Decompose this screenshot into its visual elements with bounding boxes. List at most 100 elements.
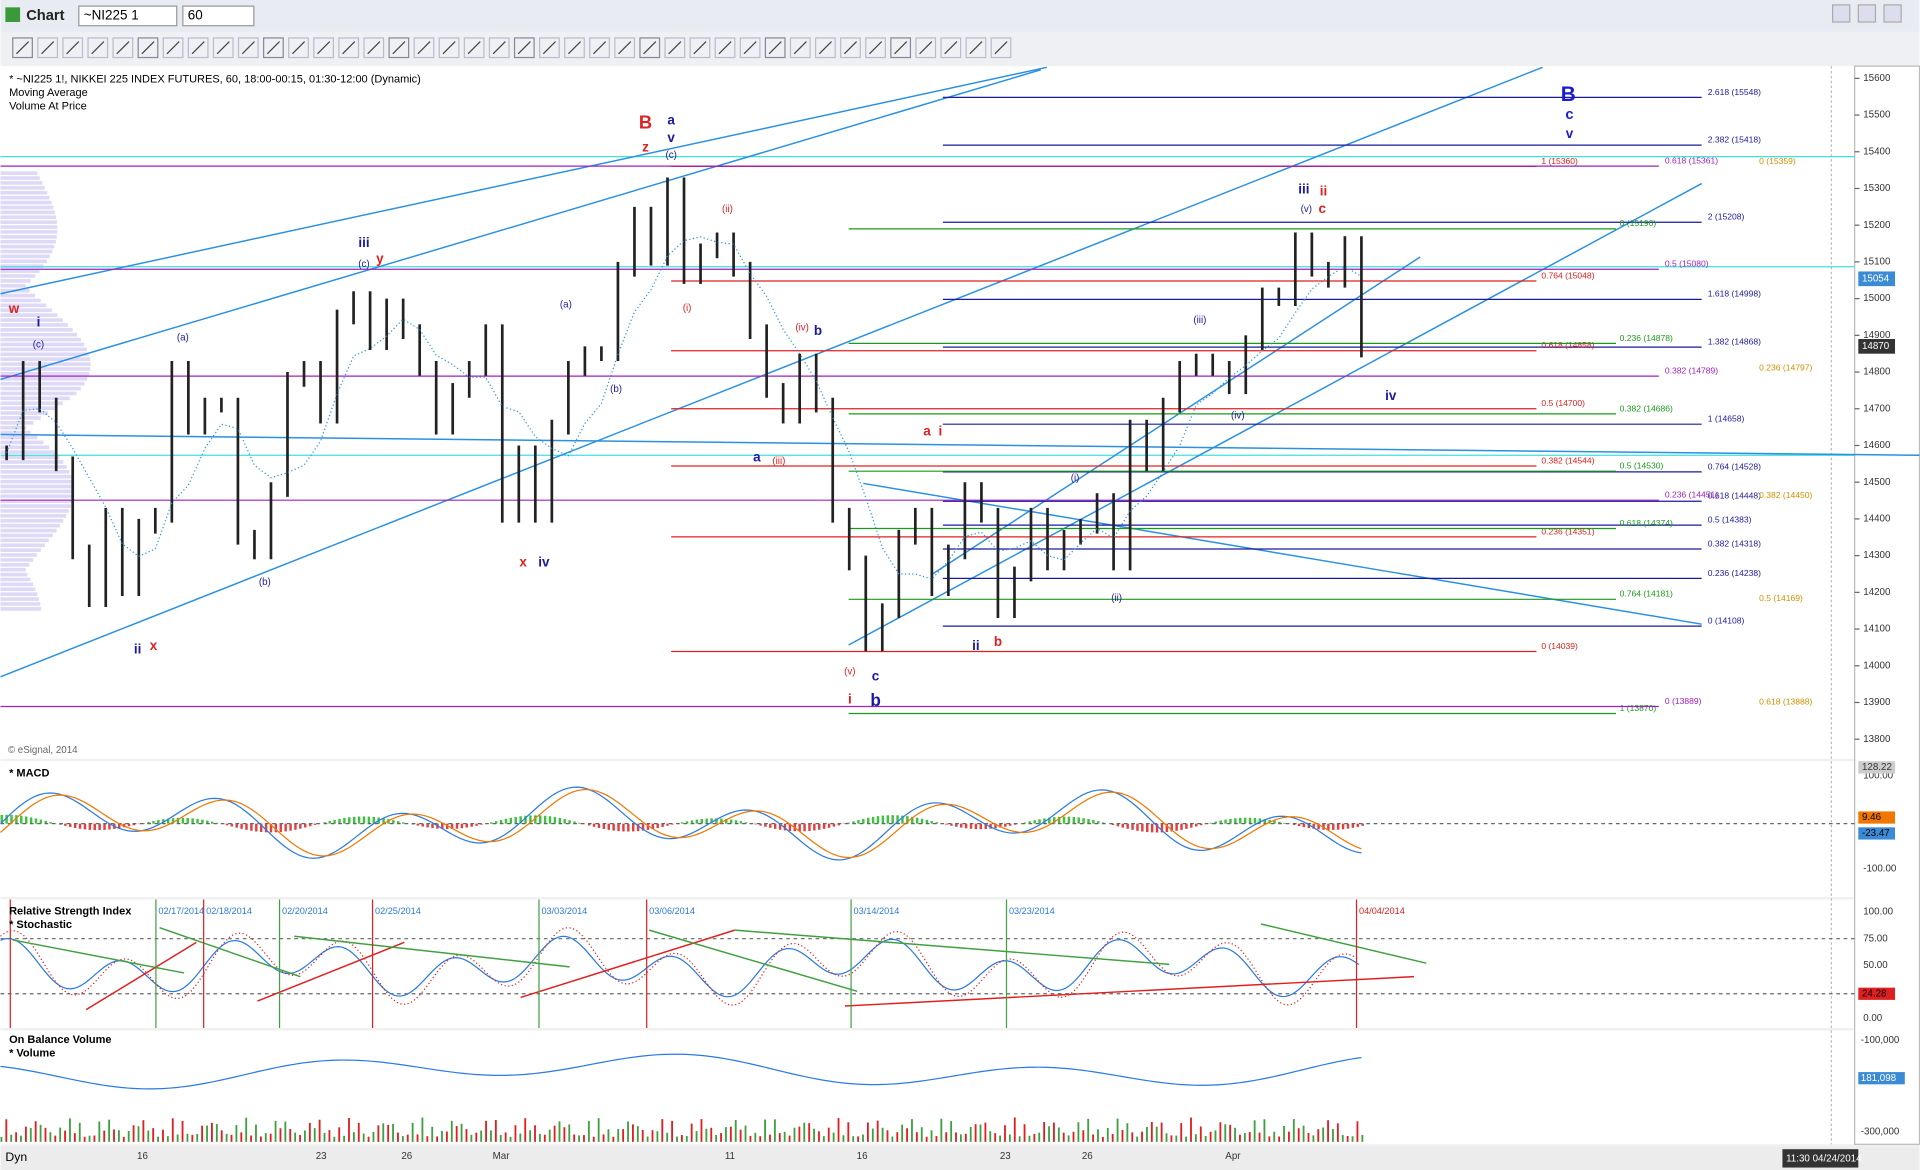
volume-bar bbox=[960, 1134, 962, 1142]
volume-at-price bbox=[0, 342, 85, 347]
macd-histogram bbox=[397, 821, 400, 824]
macd-histogram bbox=[1263, 819, 1266, 824]
tool-button[interactable] bbox=[313, 37, 335, 59]
date-label: 23 bbox=[316, 1151, 327, 1162]
volume-bar bbox=[485, 1120, 487, 1142]
tool-button[interactable] bbox=[639, 37, 661, 59]
symbol-input[interactable] bbox=[78, 5, 178, 27]
volume-bar bbox=[680, 1134, 683, 1142]
volume-bar bbox=[215, 1124, 218, 1142]
macd-histogram bbox=[20, 815, 23, 824]
volume-at-price bbox=[0, 533, 53, 538]
tool-button[interactable] bbox=[413, 37, 435, 59]
tool-button[interactable] bbox=[463, 37, 485, 59]
volume-bar bbox=[397, 1132, 399, 1142]
macd-histogram bbox=[117, 823, 121, 829]
tool-button[interactable] bbox=[840, 37, 861, 59]
tool-button[interactable] bbox=[187, 37, 209, 59]
volume-at-price bbox=[0, 357, 91, 362]
tool-button[interactable] bbox=[965, 37, 987, 59]
interval-input[interactable] bbox=[182, 5, 255, 27]
tool-button[interactable] bbox=[990, 37, 1012, 59]
tool-button[interactable] bbox=[87, 37, 109, 59]
tool-button[interactable] bbox=[614, 37, 636, 59]
tool-button[interactable] bbox=[940, 37, 962, 59]
tool-button[interactable] bbox=[564, 37, 585, 59]
price-tick-label: 15400 bbox=[1863, 146, 1891, 157]
tool-button[interactable] bbox=[162, 37, 184, 59]
tool-button[interactable] bbox=[513, 37, 535, 59]
volume-bar bbox=[162, 1129, 164, 1142]
tool-button[interactable] bbox=[237, 37, 259, 59]
tool-button[interactable] bbox=[689, 37, 711, 59]
tool-button[interactable] bbox=[764, 37, 786, 59]
tool-button[interactable] bbox=[388, 37, 410, 59]
date-label: 26 bbox=[401, 1151, 412, 1162]
wave-label: ii bbox=[972, 638, 979, 653]
tool-button[interactable] bbox=[714, 37, 736, 59]
macd-histogram bbox=[837, 823, 841, 826]
window-button[interactable] bbox=[1857, 4, 1877, 23]
tool-button[interactable] bbox=[137, 37, 159, 59]
volume-bar bbox=[592, 1136, 595, 1142]
window-button[interactable] bbox=[1883, 4, 1902, 23]
volume-bar bbox=[543, 1134, 546, 1142]
volume-bar bbox=[690, 1123, 693, 1142]
macd-histogram bbox=[822, 823, 826, 829]
macd-histogram bbox=[211, 821, 214, 824]
macd-histogram bbox=[871, 816, 875, 824]
volume-bar bbox=[519, 1133, 522, 1142]
macd-histogram bbox=[641, 823, 645, 831]
tool-button[interactable] bbox=[12, 37, 33, 59]
tool-button[interactable] bbox=[915, 37, 937, 59]
volume-bar bbox=[818, 1131, 820, 1142]
tool-glyph bbox=[141, 41, 155, 55]
tool-button[interactable] bbox=[112, 37, 134, 59]
tool-button[interactable] bbox=[664, 37, 686, 59]
fib-label: 0.382 (14318) bbox=[1708, 538, 1761, 548]
macd-histogram bbox=[426, 823, 429, 828]
tool-button[interactable] bbox=[890, 37, 912, 59]
macd-histogram bbox=[832, 823, 836, 827]
tool-button[interactable] bbox=[739, 37, 761, 59]
macd-histogram bbox=[186, 817, 189, 824]
tool-button[interactable] bbox=[589, 37, 610, 59]
macd-histogram bbox=[901, 815, 904, 824]
fib-label: 0.764 (14528) bbox=[1708, 461, 1761, 471]
volume-bar bbox=[494, 1119, 497, 1142]
macd-histogram bbox=[196, 818, 199, 824]
volume-bar bbox=[1087, 1118, 1090, 1142]
tool-button[interactable] bbox=[814, 37, 836, 59]
tool-button[interactable] bbox=[363, 37, 385, 59]
tool-button[interactable] bbox=[263, 37, 284, 59]
tool-button[interactable] bbox=[538, 37, 560, 59]
macd-histogram bbox=[881, 815, 885, 824]
tool-button[interactable] bbox=[338, 37, 360, 59]
tool-button[interactable] bbox=[865, 37, 886, 59]
macd-histogram bbox=[1004, 823, 1007, 827]
volume-bar bbox=[1253, 1120, 1256, 1142]
volume-bar bbox=[940, 1118, 943, 1142]
volume-bar bbox=[876, 1120, 879, 1142]
tool-glyph bbox=[768, 41, 782, 55]
tool-button[interactable] bbox=[37, 37, 59, 59]
volume-bar bbox=[886, 1130, 889, 1142]
tool-button[interactable] bbox=[288, 37, 309, 59]
volume-bar bbox=[240, 1132, 243, 1142]
trend-line bbox=[0, 66, 1543, 678]
price-tick-label: 15500 bbox=[1863, 110, 1891, 121]
volume-bar bbox=[1097, 1129, 1099, 1142]
window-button[interactable] bbox=[1831, 4, 1851, 23]
tool-button[interactable] bbox=[789, 37, 811, 59]
macd-histogram bbox=[538, 815, 542, 824]
wave-label: a bbox=[753, 449, 761, 464]
macd-histogram bbox=[313, 823, 317, 825]
volume-at-price bbox=[0, 582, 34, 587]
wave-label: B bbox=[1561, 83, 1576, 106]
tool-button[interactable] bbox=[438, 37, 460, 59]
tool-button[interactable] bbox=[212, 37, 234, 59]
tool-button[interactable] bbox=[488, 37, 510, 59]
tool-glyph bbox=[969, 41, 983, 55]
volume-bar bbox=[685, 1136, 688, 1142]
tool-button[interactable] bbox=[62, 37, 84, 59]
